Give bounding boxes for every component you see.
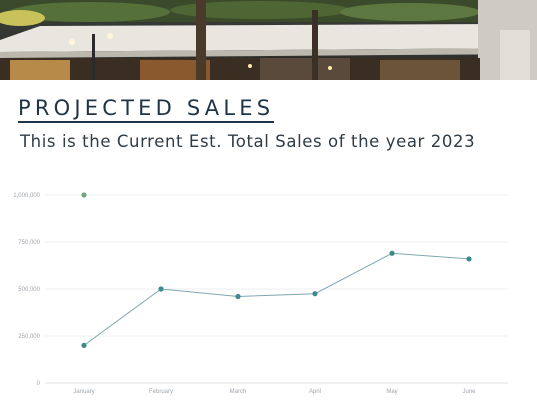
x-tick-label: June [462, 389, 476, 395]
data-point [158, 286, 164, 292]
data-point [466, 256, 472, 262]
chart-points [81, 192, 472, 348]
y-tick-label: 250,000 [18, 334, 40, 340]
y-tick-label: 750,000 [18, 240, 40, 246]
outlier-data-point [81, 192, 87, 198]
data-point [312, 291, 318, 297]
y-axis-tick-labels: 0 250,000 500,000 750,000 1,000,000 [13, 193, 40, 387]
series-line [83, 252, 470, 346]
chart-series [83, 252, 470, 346]
chart-gridlines [45, 194, 508, 384]
sales-line-chart: 0 250,000 500,000 750,000 1,000,000 January F… [13, 192, 508, 395]
data-point [389, 250, 395, 256]
data-point [81, 342, 87, 348]
y-tick-label: 500,000 [18, 287, 40, 293]
slide-subtitle: This is the Current Est. Total Sales of … [20, 132, 476, 151]
data-point [235, 293, 241, 300]
x-tick-label: May [386, 389, 397, 395]
x-tick-label: April [309, 389, 321, 395]
x-tick-label: January [73, 389, 94, 395]
city-mall-photo [0, 0, 537, 80]
x-tick-label: March [230, 389, 247, 395]
y-tick-label: 0 [37, 381, 41, 387]
slide-title: PROJECTED SALES [18, 96, 275, 123]
x-tick-label: February [149, 389, 173, 395]
x-axis-tick-labels: January February March April May June [73, 389, 476, 395]
y-tick-label: 1,000,000 [13, 193, 40, 199]
header-photo-banner [0, 0, 537, 80]
